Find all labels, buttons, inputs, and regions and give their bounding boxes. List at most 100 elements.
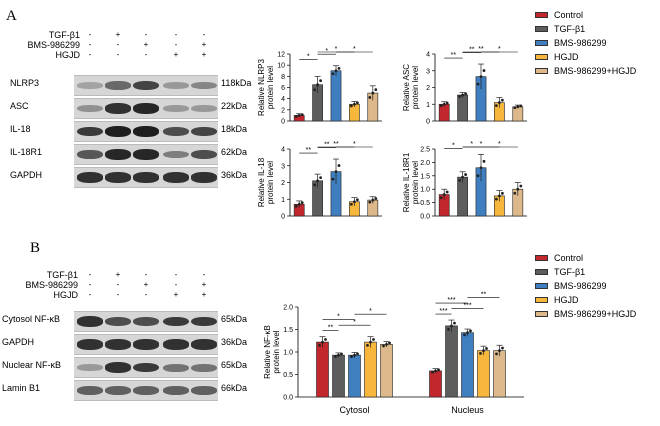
treatment-sign: - [116, 40, 120, 49]
data-point [482, 349, 485, 353]
data-point [442, 193, 446, 196]
treatment-sign: - [88, 280, 92, 289]
bar [493, 350, 506, 398]
y-axis-label: Relative NLRP3 [257, 58, 266, 115]
y-tick-label: 2.0 [420, 160, 430, 167]
data-point [313, 88, 316, 92]
blot-band [133, 149, 159, 160]
bar [457, 176, 468, 217]
blot-band [77, 364, 103, 371]
data-point [366, 343, 369, 347]
data-point [369, 340, 372, 344]
y-axis-label: Relative IL-18 [257, 157, 266, 207]
y-tick-label: 0 [426, 119, 430, 126]
y-tick-label: 2 [426, 85, 430, 92]
data-point [318, 343, 321, 347]
treatment-sign: - [174, 280, 178, 289]
y-axis-label: Relative IL-18R1 [402, 152, 411, 212]
blot-band [191, 363, 217, 372]
bar [348, 354, 361, 398]
legend-swatch [535, 297, 548, 303]
data-point [439, 196, 443, 200]
il18r1-chart: 0.0 0.5 1.0 1.5 2.0 2.5 Relative IL-18R1 protei… [402, 141, 527, 221]
legend-item: Control [535, 253, 636, 263]
bar [316, 341, 329, 398]
data-point [469, 329, 472, 333]
blot-band [105, 103, 131, 114]
y-tick-label: 0.0 [283, 395, 293, 402]
legend-swatch [535, 12, 548, 18]
y-tick-label: 10 [277, 63, 285, 70]
blot-kda: 22kDa [221, 101, 248, 111]
data-point [319, 79, 322, 83]
blot-band [191, 316, 217, 327]
data-point [316, 179, 319, 183]
blot-band [105, 172, 131, 183]
blot-band [133, 362, 159, 373]
legend-b: Control TGF-β1 BMS-986299 HGJD BMS-986299+HG… [535, 253, 636, 323]
treatment-sign: + [173, 50, 179, 59]
data-point [476, 174, 480, 178]
data-point [495, 197, 498, 201]
y-tick-label: 0.5 [420, 200, 430, 207]
treatment-sign: - [174, 270, 178, 279]
legend-a: Control TGF-β1 BMS-986299 HGJD BMS-986299+HG… [535, 10, 636, 80]
blot-strip [74, 334, 218, 355]
bar [429, 370, 442, 398]
y-tick-label: 2 [281, 107, 285, 114]
y-tick-label: 1.5 [283, 327, 293, 334]
data-point [513, 106, 517, 110]
data-point [337, 66, 341, 70]
treatment-label: HGJD [55, 50, 81, 60]
panel-a-letter: A [6, 8, 17, 24]
blot-band [133, 126, 159, 137]
blot-band [105, 339, 131, 350]
legend-item: BMS-986299+HGJD [535, 309, 636, 319]
data-point [331, 72, 335, 76]
data-point [442, 102, 446, 106]
legend-item: HGJD [535, 52, 636, 62]
treatment-sign: + [173, 290, 179, 299]
data-point [356, 198, 359, 202]
data-point [461, 175, 464, 179]
data-point [463, 333, 466, 337]
bar [457, 94, 468, 122]
data-point [324, 338, 327, 341]
data-point [485, 347, 488, 350]
significance-marker: ** [328, 325, 334, 332]
data-point [516, 105, 520, 109]
blot-strip [74, 311, 218, 332]
significance-marker: ** [451, 52, 457, 59]
legend-swatch [535, 68, 548, 74]
treatment-sign: - [88, 40, 92, 49]
y-axis-label: Relative NF-κB [263, 325, 272, 379]
data-point [356, 352, 359, 356]
legend-label: Control [554, 253, 584, 263]
blot-kda: 18kDa [221, 124, 248, 134]
treatment-sign: - [202, 30, 206, 39]
legend-swatch [535, 26, 548, 32]
treatment-label: TGF-β1 [46, 270, 78, 280]
group-label: Cytosol [339, 405, 369, 415]
blot-label: Lamin B1 [2, 383, 41, 393]
data-point [453, 321, 456, 325]
blot-band [191, 386, 217, 395]
data-point [464, 92, 467, 96]
data-point [516, 187, 520, 191]
data-point [350, 202, 353, 206]
blot-label: GAPDH [2, 337, 35, 347]
data-point [498, 349, 501, 353]
data-point [334, 170, 338, 174]
significance-marker: * [307, 54, 310, 61]
data-point [334, 69, 338, 73]
blot-strip [74, 380, 218, 401]
blot-band [77, 150, 103, 159]
y-tick-label: 2.5 [420, 147, 430, 154]
bar [445, 325, 458, 398]
blot-kda: 118kDa [221, 78, 252, 88]
y-tick-label: 0.0 [420, 214, 430, 221]
y-tick-label: 1.0 [283, 350, 293, 357]
y-tick-label: 12 [277, 52, 285, 59]
